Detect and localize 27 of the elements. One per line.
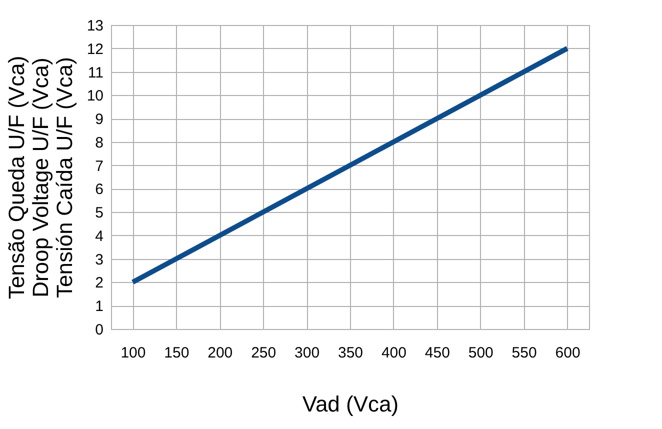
y-tick-label: 5 bbox=[95, 204, 104, 222]
x-tick-label: 600 bbox=[555, 344, 580, 362]
y-tick-label: 11 bbox=[88, 64, 104, 82]
y-axis-title: Tensão Queda U/F (Vca) Droop Voltage U/F (Vca) Tensión Caída U/F (Vca) bbox=[4, 56, 77, 300]
x-tick-label: 450 bbox=[424, 344, 450, 362]
x-tick-label: 300 bbox=[294, 344, 320, 362]
x-tick-label: 400 bbox=[381, 344, 406, 362]
y-tick-label: 1 bbox=[95, 298, 104, 316]
x-tick-label: 550 bbox=[512, 344, 537, 362]
y-tick-label: 13 bbox=[86, 18, 104, 34]
y-tick-label: 7 bbox=[95, 158, 104, 175]
y-tick-label: 12 bbox=[86, 40, 104, 58]
x-tick-label: 200 bbox=[208, 344, 233, 362]
y-tick-label: 0 bbox=[95, 322, 104, 338]
y-tick-label: 3 bbox=[95, 251, 104, 268]
y-tick-label: 2 bbox=[95, 274, 104, 292]
x-tick-label: 250 bbox=[251, 344, 276, 362]
x-tick-label: 100 bbox=[120, 344, 146, 362]
y-tick-label: 10 bbox=[86, 88, 104, 105]
y-tick-label: 6 bbox=[95, 181, 104, 198]
x-tick-label: 150 bbox=[164, 344, 190, 362]
y-tick-label: 4 bbox=[95, 228, 104, 245]
x-tick-label: 350 bbox=[338, 344, 364, 362]
x-tick-label: 500 bbox=[468, 344, 494, 362]
y-tick-label: 8 bbox=[95, 134, 104, 152]
x-axis-title: Vad (Vca) bbox=[302, 392, 399, 416]
y-tick-label: 9 bbox=[95, 111, 104, 128]
